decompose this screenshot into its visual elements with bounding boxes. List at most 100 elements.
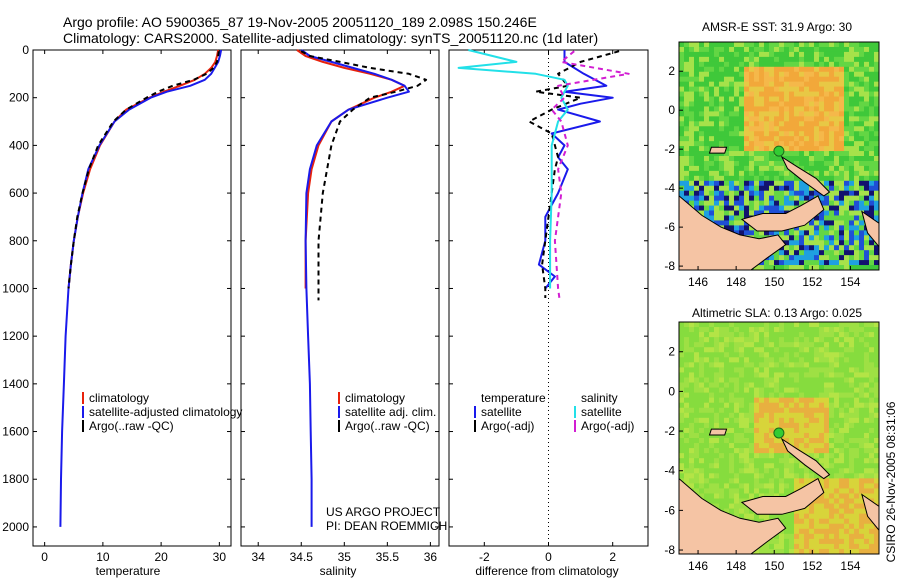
heatmap-cell bbox=[699, 422, 705, 429]
heatmap-cell bbox=[694, 56, 700, 63]
heatmap-cell bbox=[694, 51, 700, 58]
heatmap-cell bbox=[839, 478, 845, 484]
heatmap-cell bbox=[829, 357, 835, 363]
heatmap-cell bbox=[869, 387, 875, 394]
heatmap-cell bbox=[814, 136, 820, 142]
heatmap-cell bbox=[739, 96, 745, 103]
heatmap-cell bbox=[754, 141, 760, 147]
heatmap-cell bbox=[679, 357, 685, 363]
heatmap-cell bbox=[839, 106, 845, 112]
heatmap-cell bbox=[729, 427, 735, 434]
heatmap-cell bbox=[849, 473, 855, 479]
heatmap-cell bbox=[844, 225, 850, 231]
heatmap-cell bbox=[759, 337, 765, 343]
heatmap-cell bbox=[719, 106, 725, 112]
heatmap-cell bbox=[789, 101, 795, 108]
heatmap-cell bbox=[844, 106, 850, 112]
heatmap-cell bbox=[814, 235, 820, 241]
heatmap-cell bbox=[829, 240, 835, 246]
heatmap-cell bbox=[839, 235, 845, 241]
heatmap-cell bbox=[819, 427, 825, 434]
heatmap-cell bbox=[744, 488, 750, 495]
heatmap-cell bbox=[869, 473, 875, 479]
heatmap-cell bbox=[829, 111, 835, 117]
heatmap-cell bbox=[774, 513, 780, 520]
heatmap-cell bbox=[874, 96, 879, 103]
map-x-tick-label: 148 bbox=[726, 275, 746, 289]
land-mass bbox=[780, 437, 831, 480]
heatmap-cell bbox=[759, 91, 765, 98]
heatmap-cell bbox=[729, 195, 735, 202]
heatmap-cell bbox=[684, 332, 690, 338]
heatmap-cell bbox=[699, 170, 705, 177]
heatmap-cell bbox=[854, 327, 860, 333]
heatmap-cell bbox=[679, 352, 685, 358]
heatmap-cell bbox=[724, 116, 730, 122]
heatmap-cell bbox=[814, 548, 820, 554]
heatmap-cell bbox=[784, 463, 790, 469]
heatmap-cell bbox=[694, 483, 700, 490]
heatmap-cell bbox=[724, 417, 730, 424]
heatmap-cell bbox=[764, 136, 770, 142]
heatmap-cell bbox=[834, 86, 840, 93]
heatmap-cell bbox=[729, 448, 735, 454]
heatmap-cell bbox=[789, 126, 795, 132]
heatmap-cell bbox=[749, 377, 755, 384]
heatmap-cell bbox=[849, 327, 855, 333]
heatmap-cell bbox=[769, 342, 775, 348]
heatmap-cell bbox=[764, 76, 770, 83]
heatmap-cell bbox=[714, 407, 720, 414]
heatmap-cell bbox=[769, 382, 775, 389]
heatmap-cell bbox=[709, 458, 715, 464]
heatmap-cell bbox=[814, 126, 820, 132]
heatmap-cell bbox=[764, 332, 770, 338]
heatmap-cell bbox=[829, 210, 835, 217]
heatmap-cell bbox=[844, 342, 850, 348]
heatmap-cell bbox=[739, 66, 745, 73]
heatmap-cell bbox=[794, 126, 800, 132]
heatmap-cell bbox=[789, 66, 795, 73]
heatmap-cell bbox=[809, 377, 815, 384]
heatmap-cell bbox=[759, 200, 765, 207]
heatmap-cell bbox=[804, 443, 810, 449]
heatmap-cell bbox=[689, 195, 695, 202]
heatmap-cell bbox=[679, 362, 685, 368]
heatmap-cell bbox=[724, 508, 730, 515]
heatmap-cell bbox=[804, 402, 810, 409]
heatmap-cell bbox=[779, 160, 785, 167]
project-annotation-line-1: US ARGO PROJECT bbox=[326, 505, 441, 519]
heatmap-cell bbox=[864, 71, 870, 78]
heatmap-cell bbox=[699, 377, 705, 384]
heatmap-cell bbox=[789, 131, 795, 137]
heatmap-cell bbox=[799, 508, 805, 515]
heatmap-cell bbox=[789, 468, 795, 474]
heatmap-cell bbox=[849, 367, 855, 374]
heatmap-cell bbox=[724, 86, 730, 93]
heatmap-cell bbox=[749, 458, 755, 464]
heatmap-cell bbox=[744, 432, 750, 439]
heatmap-cell bbox=[749, 372, 755, 379]
heatmap-cell bbox=[749, 432, 755, 439]
heatmap-cell bbox=[739, 170, 745, 177]
heatmap-cell bbox=[754, 478, 760, 484]
heatmap-cell bbox=[704, 443, 710, 449]
heatmap-cell bbox=[784, 382, 790, 389]
heatmap-cell bbox=[759, 513, 765, 520]
heatmap-cell bbox=[859, 141, 865, 147]
heatmap-cell bbox=[714, 106, 720, 112]
heatmap-cell bbox=[709, 422, 715, 429]
heatmap-cell bbox=[684, 372, 690, 379]
heatmap-cell bbox=[849, 265, 855, 270]
heatmap-cell bbox=[859, 392, 865, 399]
heatmap-cell bbox=[874, 347, 879, 353]
legend-header-temperature: temperature bbox=[481, 391, 546, 405]
heatmap-cell bbox=[749, 126, 755, 132]
heatmap-cell bbox=[834, 170, 840, 177]
heatmap-cell bbox=[679, 372, 685, 379]
map-y-tick-label: -2 bbox=[664, 424, 675, 438]
heatmap-cell bbox=[769, 56, 775, 63]
heatmap-cell bbox=[844, 265, 850, 270]
heatmap-cell bbox=[684, 111, 690, 117]
heatmap-cell bbox=[869, 126, 875, 132]
heatmap-cell bbox=[859, 528, 865, 535]
